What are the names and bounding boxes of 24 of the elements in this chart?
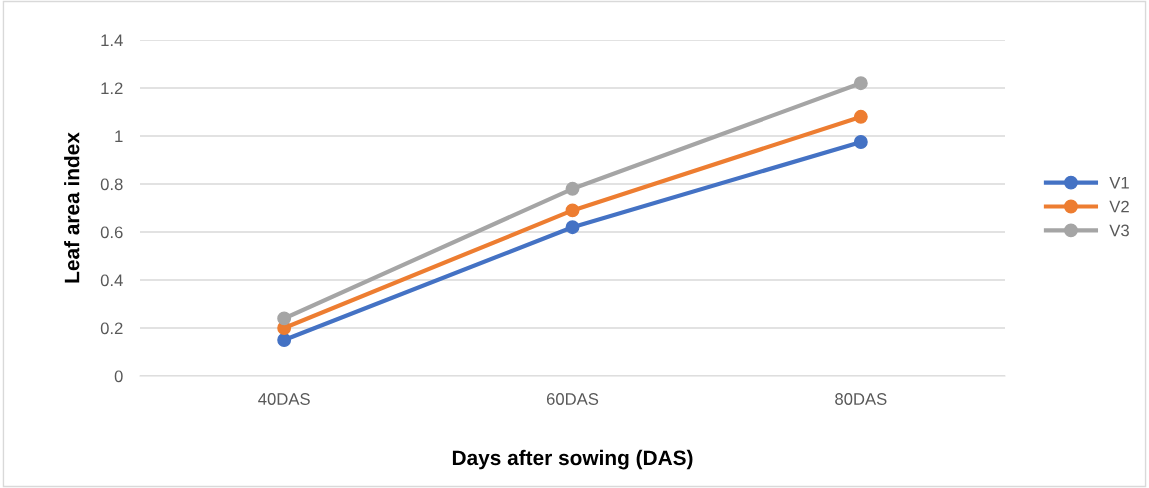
point (565, 203, 580, 218)
legend-label: V3 (1109, 224, 1129, 237)
point (853, 109, 868, 124)
y-tick-label: 1.4 (101, 34, 123, 47)
y-tick-label: 0.6 (100, 226, 123, 239)
x-axis-title: Days after sowing (DAS) (452, 449, 693, 470)
point (277, 333, 292, 347)
y-tick-label: 1.2 (101, 82, 123, 95)
x-tick-label: 60DAS (546, 393, 599, 405)
y-tick-label: 0.2 (100, 322, 123, 335)
point (565, 220, 580, 235)
x-tick-label: 40DAS (258, 393, 310, 405)
y-tick-label: 0.8 (100, 178, 123, 191)
x-tick-label: 80DAS (835, 393, 887, 405)
y-tick-label: 0.4 (100, 274, 123, 287)
point (565, 181, 580, 196)
y-axis-title: Leaf area index (64, 132, 80, 283)
point (853, 135, 868, 149)
y-tick-label: 1 (115, 130, 123, 143)
legend-label: V1 (1109, 176, 1129, 189)
y-tick-label: 0 (114, 370, 123, 383)
legend-label: V2 (1109, 200, 1129, 213)
point (277, 311, 292, 326)
point (853, 76, 868, 91)
